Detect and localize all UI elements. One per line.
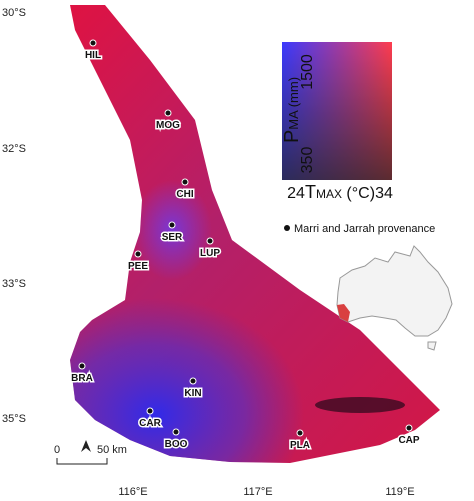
australia-inset [336,245,453,351]
latitude-label: 35°S [2,413,26,425]
legend-y-unit: (mm) [286,77,301,111]
site-point [146,407,154,415]
legend-x-symbol: T [305,182,316,202]
site-label: BRA [71,373,93,384]
legend-y-sub: MA [286,110,301,130]
site-point [206,237,214,245]
legend-y-symbol: P [281,130,303,143]
site-label: KIN [184,388,201,399]
latitude-label: 32°S [2,143,26,155]
site-label: SER [162,232,183,243]
site-point [405,424,413,432]
site-label: HIL [85,50,101,61]
legend-x-max: 34 [375,185,393,202]
site-label: CAP [398,435,419,446]
site-label: CHI [176,189,193,200]
legend-x-min: 24 [287,185,305,202]
longitude-label: 119°E [385,486,414,498]
site-label: BOO [165,439,188,450]
site-label: MOG [156,120,180,131]
site-label: PEE [128,261,148,272]
site-point [181,178,189,186]
site-point [168,221,176,229]
legend-y-max: 1500 [299,54,316,90]
site-point [172,428,180,436]
site-point [134,250,142,258]
legend-x-title: TMAX (°C) [305,182,375,202]
site-label: PLA [290,440,310,451]
latitude-label: 30°S [2,7,26,19]
scale-end: 50 km [97,444,127,456]
legend-y-title: PMA (mm) [281,77,303,143]
legend-x-sub: MAX [316,187,342,201]
site-point [78,362,86,370]
site-label: LUP [200,248,220,259]
scale-bar: 0 50 km [54,440,127,465]
site-point [296,429,304,437]
legend-y-min: 350 [299,147,316,174]
site-point [189,377,197,385]
legend-x-unit: (°C) [342,185,375,202]
longitude-label: 117°E [243,486,272,498]
legend-point-label: Marri and Jarrah provenance [294,223,435,235]
scale-start: 0 [54,444,60,456]
longitude-label: 116°E [118,486,147,498]
site-label: CAR [139,418,161,429]
legend: 1500 350 PMA (mm) 24 34 TMAX (°C) Marri … [281,42,435,235]
site-point [89,39,97,47]
legend-point [284,225,290,231]
site-point [164,109,172,117]
latitude-label: 33°S [2,278,26,290]
